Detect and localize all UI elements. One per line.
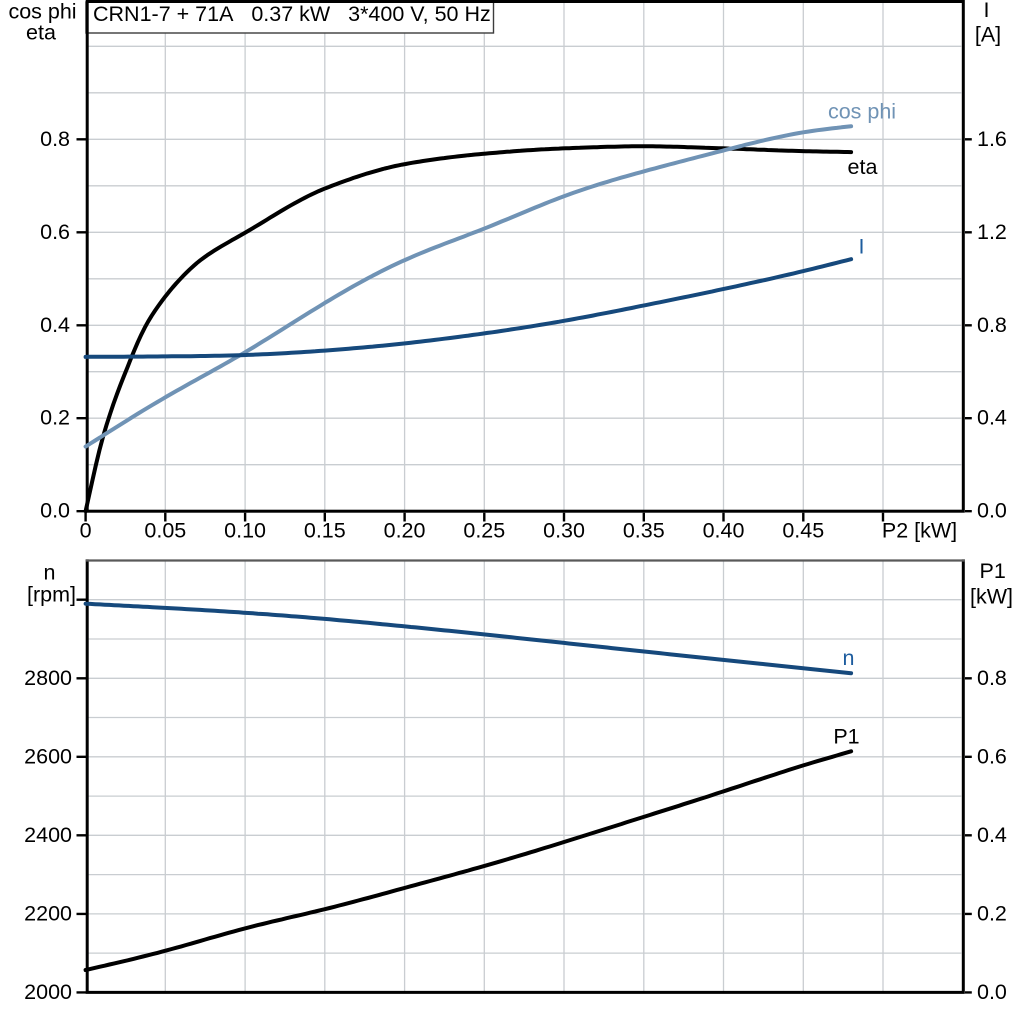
svg-text:P1: P1 [833, 725, 859, 749]
svg-text:P1: P1 [980, 559, 1006, 583]
svg-text:[rpm]: [rpm] [27, 583, 76, 607]
svg-text:0.2: 0.2 [977, 901, 1007, 925]
svg-text:2200: 2200 [24, 901, 72, 925]
svg-text:cos phi: cos phi [8, 0, 76, 24]
svg-text:0.8: 0.8 [40, 127, 70, 151]
svg-text:I: I [859, 235, 865, 259]
svg-text:0.45: 0.45 [782, 519, 824, 543]
svg-text:[A]: [A] [975, 23, 1001, 47]
svg-text:I: I [984, 0, 990, 22]
svg-text:0.35: 0.35 [623, 519, 665, 543]
svg-text:0.4: 0.4 [977, 406, 1007, 430]
svg-text:0.20: 0.20 [384, 519, 426, 543]
svg-text:0.0: 0.0 [977, 499, 1007, 523]
svg-text:0.15: 0.15 [304, 519, 346, 543]
svg-text:0.8: 0.8 [977, 666, 1007, 690]
svg-text:n: n [843, 646, 855, 670]
svg-text:P2 [kW]: P2 [kW] [882, 519, 957, 543]
svg-text:0: 0 [80, 519, 92, 543]
svg-text:cos phi: cos phi [828, 100, 896, 124]
svg-text:0.0: 0.0 [40, 499, 70, 523]
svg-text:[kW]: [kW] [970, 585, 1013, 609]
svg-text:0.6: 0.6 [40, 220, 70, 244]
svg-text:2400: 2400 [24, 823, 72, 847]
svg-text:2000: 2000 [24, 980, 72, 1004]
svg-text:n: n [44, 561, 56, 585]
svg-text:0.40: 0.40 [703, 519, 745, 543]
svg-text:eta: eta [26, 21, 56, 45]
svg-text:eta: eta [848, 155, 878, 179]
svg-text:CRN1-7 + 71A 0.37 kW 3*400: CRN1-7 + 71A 0.37 kW 3*400 V, 50 Hz [93, 2, 491, 26]
svg-text:1.6: 1.6 [977, 127, 1007, 151]
svg-text:0.2: 0.2 [40, 406, 70, 430]
svg-text:0.05: 0.05 [144, 519, 186, 543]
svg-text:2800: 2800 [24, 666, 72, 690]
svg-text:0.10: 0.10 [224, 519, 266, 543]
svg-text:0.4: 0.4 [977, 823, 1007, 847]
svg-text:0.4: 0.4 [40, 313, 70, 337]
svg-text:0.25: 0.25 [463, 519, 505, 543]
svg-text:0.30: 0.30 [543, 519, 585, 543]
svg-text:1.2: 1.2 [977, 220, 1007, 244]
svg-text:0.6: 0.6 [977, 744, 1007, 768]
svg-text:0.0: 0.0 [977, 980, 1007, 1004]
svg-text:2600: 2600 [24, 744, 72, 768]
svg-text:0.8: 0.8 [977, 313, 1007, 337]
